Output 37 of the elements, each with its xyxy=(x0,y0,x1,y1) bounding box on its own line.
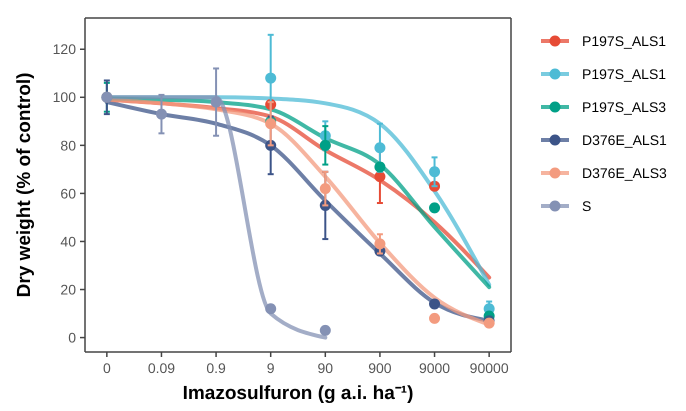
legend-label: P197S_ALS1 xyxy=(582,66,666,82)
point xyxy=(320,324,331,336)
x-tick-label: 0.9 xyxy=(206,360,226,376)
y-tick-label: 40 xyxy=(60,233,76,250)
point xyxy=(374,238,386,250)
point xyxy=(265,303,276,314)
legend-label: P197S_ALS3 xyxy=(582,98,666,115)
point xyxy=(156,108,167,120)
point xyxy=(484,318,495,329)
x-tick-label: 0 xyxy=(102,360,111,376)
x-tick-label: 900 xyxy=(368,360,392,376)
y-tick-label: 120 xyxy=(52,41,76,58)
x-tick-label: 0.09 xyxy=(148,360,176,376)
x-tick-label: 9 xyxy=(266,360,275,376)
y-axis-title: Dry weight (% of control) xyxy=(14,72,35,298)
x-tick-label: 90 xyxy=(318,360,334,376)
point xyxy=(429,166,440,178)
point xyxy=(320,183,331,194)
legend-label: D376E_ALS3 xyxy=(582,164,668,181)
x-tick-label: 90000 xyxy=(470,360,509,376)
point xyxy=(265,118,276,130)
y-tick-label: 100 xyxy=(52,89,76,106)
point xyxy=(210,96,222,108)
point xyxy=(374,142,386,154)
point xyxy=(429,202,440,214)
point xyxy=(429,312,440,324)
point xyxy=(429,298,440,310)
legend-label: P197S_ALS1 xyxy=(582,32,666,49)
y-tick-label: 0 xyxy=(68,329,76,346)
legend-label: D376E_ALS1 xyxy=(582,132,668,148)
legend-label: S xyxy=(582,198,592,214)
point xyxy=(265,72,276,84)
x-axis-title: Imazosulfuron (g a.i. ha⁻¹) xyxy=(182,383,414,404)
y-tick-label: 60 xyxy=(60,185,76,202)
y-tick-label: 20 xyxy=(60,281,76,298)
y-tick-label: 80 xyxy=(60,137,76,154)
x-tick-label: 9000 xyxy=(418,360,450,376)
